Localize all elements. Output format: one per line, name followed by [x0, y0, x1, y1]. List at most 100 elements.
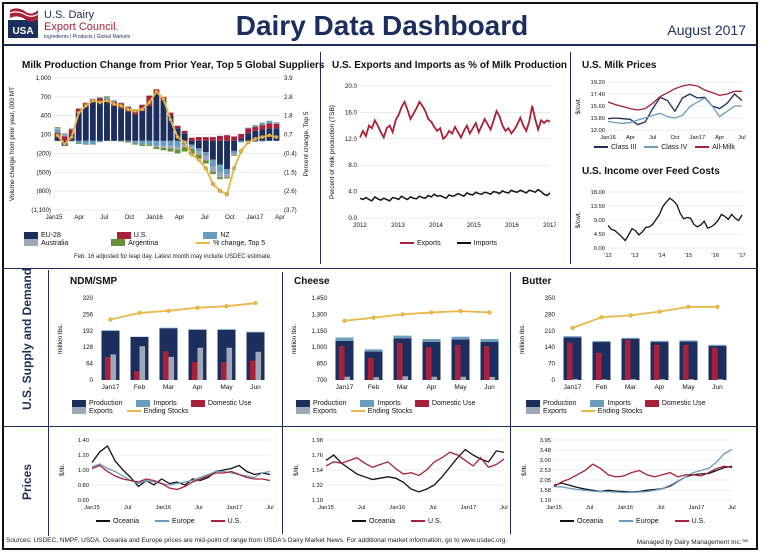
bar-U.S. — [167, 112, 174, 116]
bar-exports — [572, 379, 579, 380]
bar-EU-28 — [54, 137, 61, 141]
legend-swatch-production — [296, 400, 310, 407]
milk-production-note: Feb. 16 adjusted for leap day. Latest mo… — [74, 254, 272, 260]
legend-exports: Exports — [89, 407, 113, 415]
legend-pct-change: % change, Top 5 — [213, 239, 266, 247]
bar-exports — [168, 356, 175, 380]
bar-imports — [364, 349, 383, 352]
y-tick-label: 140 — [545, 344, 556, 351]
y-tick-label: 1.00 — [78, 468, 89, 474]
bar-exports — [630, 379, 637, 380]
legend-swatch-nz — [203, 232, 218, 239]
x-tick-label: Jul — [429, 505, 436, 511]
ending-stocks-point — [195, 305, 200, 310]
legend-class3: Class III — [611, 144, 637, 151]
bar-imports — [621, 337, 640, 339]
y-tick-label: (1,100) — [31, 207, 51, 214]
y-tick-label: 15.60 — [590, 104, 605, 110]
y-tick-label: 1.20 — [78, 453, 89, 459]
y-tick-label: 1.10 — [312, 498, 323, 504]
bar-Argentina — [231, 155, 238, 156]
legend-swatch-exports — [400, 242, 414, 245]
x-tick-label: Apr — [175, 214, 185, 221]
legend-swatch-exports — [296, 407, 310, 415]
bar-Argentina — [224, 177, 230, 179]
class4-line — [607, 97, 742, 124]
x-tick-label: Jul — [649, 135, 656, 140]
pct-change-point — [246, 140, 251, 145]
income-feed-line — [607, 197, 743, 242]
bar-NZ — [167, 140, 174, 146]
class3-line — [607, 93, 743, 126]
bar-EU-28 — [181, 133, 188, 141]
bar-EU-28 — [82, 105, 89, 141]
legend-us: U.S. — [428, 518, 442, 525]
x-tick-label: Jan17 — [336, 384, 354, 391]
bar-NZ — [153, 140, 160, 146]
legend-australia: Australia — [41, 239, 69, 247]
y-tick-label: 1.58 — [540, 488, 551, 494]
x-tick-label: Jan17 — [246, 214, 263, 221]
bar-exports — [717, 379, 724, 380]
bar-Argentina — [146, 144, 153, 146]
x-tick-label: Feb — [596, 384, 608, 391]
bar-U.S. — [96, 98, 103, 101]
legend-swatch-us — [411, 520, 426, 523]
bar-imports — [159, 327, 178, 329]
pct-change-point — [97, 100, 102, 105]
legend-class4: Class IV — [661, 144, 688, 151]
ending-stocks-point — [224, 304, 229, 309]
bar-NZ — [75, 140, 82, 144]
bar-exports — [255, 351, 262, 380]
y-axis-label: $/cwt. — [575, 97, 582, 114]
bar-Argentina — [153, 147, 160, 150]
price-line-Europe — [91, 463, 271, 486]
legend-swatch-allmilk — [695, 146, 710, 149]
bar-Australia — [259, 140, 266, 142]
bar-exports — [489, 376, 496, 380]
pct-change-point — [225, 192, 230, 197]
logo-line2: Export Council. — [44, 21, 119, 33]
y-tick-label: 70 — [548, 361, 555, 368]
legend-domestic: Domestic Use — [661, 400, 706, 408]
bar-Australia — [167, 145, 174, 149]
bar-imports — [217, 329, 236, 330]
ending-stocks-line — [344, 310, 490, 322]
divider-v3 — [282, 272, 283, 534]
legend-swatch-stocks — [580, 409, 595, 412]
y-tick-label: 1,150 — [312, 328, 328, 335]
x-tick-label: 2017 — [543, 222, 556, 229]
y2-tick-label: (0.4) — [284, 150, 297, 157]
x-tick-label: '17 — [738, 253, 746, 259]
x-tick-label: '15 — [685, 253, 693, 259]
pct-change-point — [189, 152, 194, 157]
y-tick-label: 17.40 — [590, 92, 605, 98]
y-tick-label: (500) — [37, 169, 51, 176]
y2-tick-label: (2.6) — [284, 188, 297, 195]
legend-swatch-production — [72, 400, 86, 407]
bar-Argentina — [61, 133, 68, 134]
legend-production: Production — [89, 400, 123, 408]
bar-NZ — [68, 140, 75, 142]
legend-oceania: Oceania — [113, 518, 140, 525]
ending-stocks-point — [137, 310, 142, 316]
x-tick-label: Feb — [368, 384, 380, 391]
bar-Argentina — [217, 177, 223, 180]
legend-swatch-domestic — [644, 400, 659, 407]
bar-U.S. — [174, 125, 181, 129]
y-tick-label: 1,000 — [312, 344, 328, 351]
bar-Argentina — [181, 147, 188, 152]
bar-EU-28 — [139, 110, 146, 141]
legend-stocks: Ending Stocks — [143, 407, 189, 415]
bar-imports — [335, 337, 354, 341]
y-tick-label: 0 — [552, 377, 556, 384]
bar-Australia — [111, 100, 117, 101]
legend-swatch-ar — [111, 239, 126, 247]
bar-NZ — [104, 97, 110, 100]
pct-change-point — [112, 102, 117, 107]
bar-domestic-use — [653, 344, 660, 380]
y-axis-label: Volume change from prior year, 000 MT — [9, 87, 16, 201]
bar-EU-28 — [132, 114, 139, 141]
x-tick-label: Jan15 — [318, 505, 334, 511]
bar-domestic-use — [483, 346, 490, 380]
